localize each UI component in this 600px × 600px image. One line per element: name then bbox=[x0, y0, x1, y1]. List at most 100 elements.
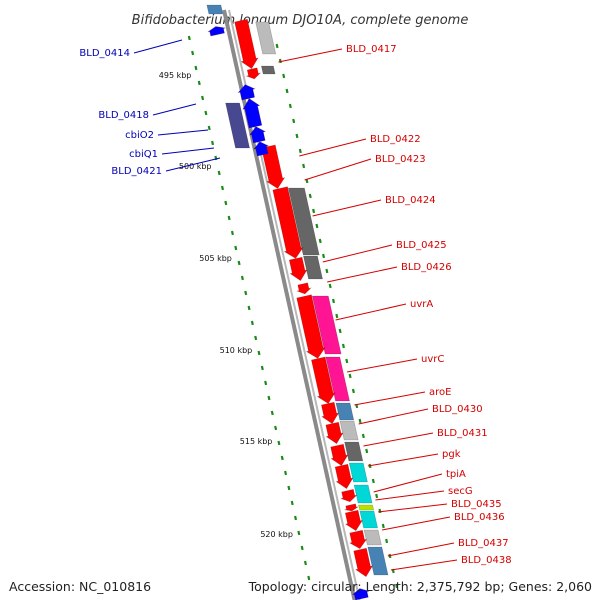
scale-dot bbox=[294, 515, 298, 521]
gene-label: uvrA bbox=[410, 299, 433, 310]
scale-dot bbox=[298, 148, 302, 154]
forward-cds-arrow bbox=[325, 421, 344, 445]
gene-label: BLD_0436 bbox=[454, 512, 505, 523]
scale-dot bbox=[341, 343, 345, 349]
gene-label: secG bbox=[448, 486, 473, 497]
forward-cds-arrow bbox=[339, 489, 358, 503]
label-leader-line bbox=[161, 147, 215, 155]
label-leader-line bbox=[375, 490, 445, 501]
forward-cds-arrow bbox=[296, 282, 312, 295]
scale-dot bbox=[254, 335, 258, 341]
gene-label: uvrC bbox=[421, 354, 444, 365]
gene-label: BLD_0438 bbox=[461, 555, 512, 566]
scale-dot bbox=[308, 193, 312, 199]
scale-dot bbox=[290, 500, 294, 506]
cog-box bbox=[303, 255, 323, 280]
scale-dot bbox=[244, 290, 248, 296]
scale-dot bbox=[285, 88, 289, 94]
scale-dot bbox=[204, 110, 208, 116]
reverse-cds-arrow bbox=[242, 98, 263, 129]
kbp-tick-label: 510 kbp bbox=[220, 346, 253, 355]
forward-cds-arrow bbox=[234, 18, 259, 70]
scale-dot bbox=[288, 103, 292, 109]
gene-label: BLD_0422 bbox=[370, 134, 421, 145]
label-leader-line bbox=[373, 473, 443, 493]
forward-cds-arrow bbox=[349, 529, 368, 549]
gene-label: cbiO2 bbox=[125, 130, 154, 141]
forward-cds-arrow bbox=[330, 443, 349, 467]
scale-dot bbox=[191, 50, 195, 56]
scale-dot bbox=[378, 508, 382, 514]
label-leader-line bbox=[312, 199, 382, 217]
scale-dot bbox=[227, 215, 231, 221]
scale-dot bbox=[345, 358, 349, 364]
gene-label: BLD_0437 bbox=[458, 538, 509, 549]
forward-cds-arrow bbox=[344, 503, 359, 512]
forward-cds-arrow bbox=[288, 256, 308, 282]
label-leader-line bbox=[354, 391, 426, 406]
scale-dot bbox=[250, 320, 254, 326]
scale-dot bbox=[240, 275, 244, 281]
kbp-tick-label: 505 kbp bbox=[199, 254, 232, 263]
accession-text: Accession: NC_010816 bbox=[9, 579, 152, 594]
scale-dot bbox=[201, 95, 205, 101]
scale-dot bbox=[264, 380, 268, 386]
scale-dot bbox=[375, 493, 379, 499]
cog-box bbox=[353, 484, 373, 504]
kbp-tick-label: 500 kbp bbox=[179, 162, 212, 171]
cog-box bbox=[225, 102, 250, 149]
cog-box bbox=[363, 529, 382, 546]
scale-dot bbox=[287, 485, 291, 491]
cog-box bbox=[359, 510, 379, 529]
topology-text: Topology: circular; Length: 2,375,792 bp… bbox=[248, 579, 592, 594]
forward-cds-arrow bbox=[296, 294, 326, 359]
reverse-cds-arrow bbox=[207, 26, 226, 37]
scale-dot bbox=[277, 440, 281, 446]
scale-dot bbox=[348, 373, 352, 379]
scale-dot bbox=[187, 35, 191, 41]
gene-label: BLD_0418 bbox=[98, 110, 149, 121]
forward-cds-arrow bbox=[261, 144, 286, 189]
feature-tracks bbox=[206, 4, 389, 576]
scale-dot bbox=[297, 530, 301, 536]
scale-dot bbox=[325, 268, 329, 274]
kbp-scale: 495 kbp 500 kbp 505 kbp 510 kbp 515 kbp 520 k… bbox=[159, 71, 293, 539]
cog-box bbox=[339, 420, 359, 441]
scale-dot bbox=[318, 238, 322, 244]
label-leader-line bbox=[358, 408, 429, 425]
gene-label: cbiQ1 bbox=[129, 149, 158, 160]
label-leader-line bbox=[165, 157, 221, 172]
kbp-tick-label: 520 kbp bbox=[260, 530, 293, 539]
label-leader-line bbox=[347, 358, 418, 373]
scale-dot bbox=[207, 125, 211, 131]
label-leader-line bbox=[278, 48, 343, 63]
gene-label: pgk bbox=[442, 449, 461, 460]
scale-dot bbox=[307, 575, 311, 581]
scale-dot bbox=[237, 260, 241, 266]
label-leader-line bbox=[363, 432, 434, 447]
gene-label: BLD_0424 bbox=[385, 195, 436, 206]
scale-dot bbox=[197, 80, 201, 86]
gene-label: BLD_0417 bbox=[346, 44, 397, 55]
scale-dot bbox=[371, 478, 375, 484]
cog-box bbox=[325, 356, 350, 402]
forward-cds-arrow bbox=[272, 186, 304, 259]
reverse-cds-arrow bbox=[248, 126, 267, 144]
forward-cds-arrow bbox=[344, 509, 363, 532]
scale-dot bbox=[280, 455, 284, 461]
label-leader-line bbox=[378, 503, 448, 513]
gene-labels: BLD_0417 BLD_0422 BLD_0423 BLD_0424 BLD_0425… bbox=[79, 44, 511, 566]
gene-label: BLD_0421 bbox=[111, 166, 162, 177]
cog-box bbox=[348, 462, 368, 483]
scale-dot bbox=[302, 163, 306, 169]
gene-label: BLD_0425 bbox=[396, 240, 447, 251]
label-leader-line bbox=[327, 266, 398, 283]
label-leader-line bbox=[387, 542, 455, 557]
label-leader-line bbox=[381, 516, 451, 531]
scale-dot bbox=[220, 185, 224, 191]
label-leader-line bbox=[133, 39, 183, 54]
scale-dot bbox=[234, 245, 238, 251]
scale-dot bbox=[282, 73, 286, 79]
gene-label: BLD_0435 bbox=[451, 499, 502, 510]
